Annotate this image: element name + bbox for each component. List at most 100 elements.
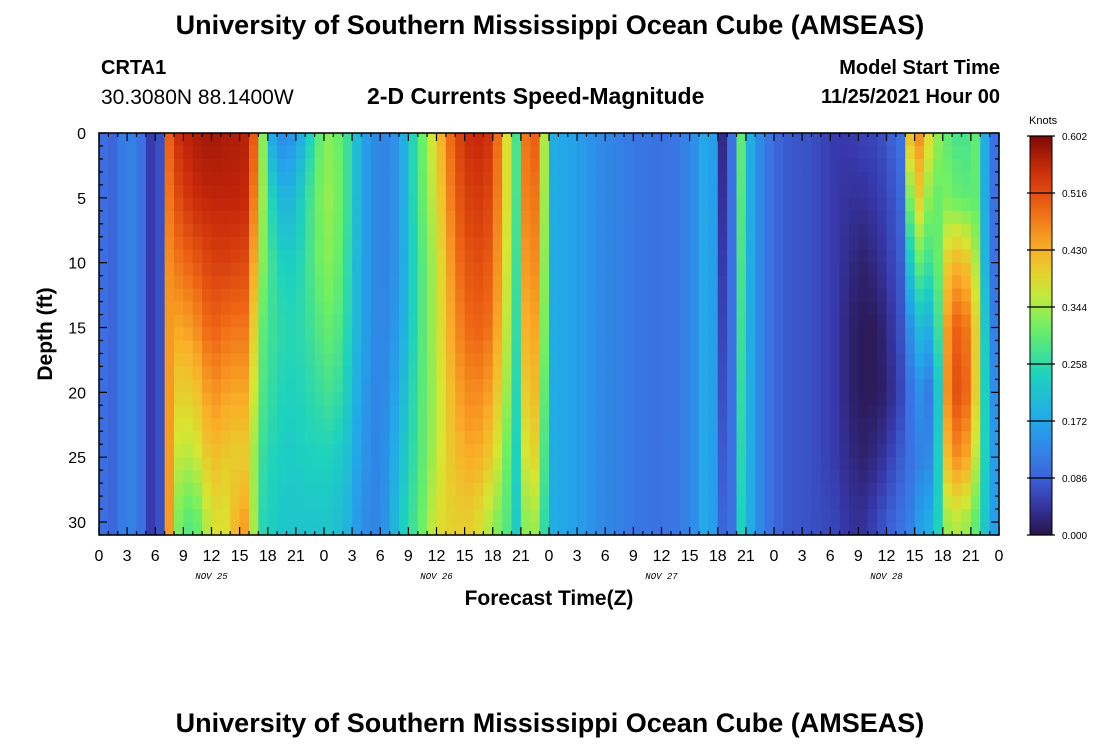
heatmap-cell — [614, 405, 625, 419]
heatmap-cell — [652, 327, 663, 342]
heatmap-cell — [886, 145, 897, 160]
heatmap-cell — [370, 236, 381, 251]
heatmap-cell — [905, 314, 916, 329]
heatmap-cell — [802, 133, 813, 147]
heatmap-cell — [970, 145, 981, 160]
heatmap-cell — [502, 379, 513, 393]
heatmap-cell — [783, 171, 794, 186]
heatmap-cell — [802, 236, 813, 251]
heatmap-cell — [99, 145, 109, 160]
heatmap-cell — [717, 275, 728, 290]
heatmap-cell — [436, 133, 447, 147]
heatmap-cell — [924, 288, 934, 303]
heatmap-cell — [839, 470, 850, 484]
heatmap-cell — [530, 470, 541, 484]
heatmap-cell — [886, 431, 897, 445]
heatmap-cell — [614, 210, 625, 225]
heatmap-cell — [633, 145, 644, 160]
heatmap-cell — [961, 366, 972, 380]
heatmap-cell — [445, 288, 456, 303]
heatmap-cell — [886, 457, 897, 471]
heatmap-cell — [652, 197, 663, 212]
heatmap-cell — [117, 405, 128, 419]
heatmap-cell — [136, 366, 147, 380]
heatmap-cell — [267, 197, 278, 212]
heatmap-cell — [727, 262, 738, 277]
heatmap-cell — [155, 171, 166, 186]
heatmap-cell — [849, 301, 859, 316]
heatmap-cell — [220, 145, 231, 160]
heatmap-cell — [961, 379, 972, 393]
heatmap-cell — [680, 353, 691, 368]
heatmap-cell — [324, 509, 334, 523]
heatmap-cell — [764, 457, 775, 471]
heatmap-cell — [305, 444, 316, 458]
heatmap-cell — [174, 314, 184, 329]
heatmap-cell — [474, 509, 484, 523]
heatmap-cell — [670, 327, 681, 342]
heatmap-cell — [567, 366, 578, 380]
heatmap-cell — [370, 379, 381, 393]
heatmap-cell — [764, 444, 775, 458]
heatmap-cell — [914, 133, 925, 147]
heatmap-cell — [586, 366, 597, 380]
heatmap-cell — [942, 340, 953, 355]
heatmap-cell — [989, 431, 1000, 445]
heatmap-cell — [239, 353, 250, 368]
heatmap-cell — [427, 184, 438, 199]
heatmap-cell — [174, 184, 184, 199]
heatmap-cell — [736, 366, 747, 380]
heatmap-cell — [989, 340, 1000, 355]
heatmap-cell — [211, 470, 222, 484]
heatmap-cell — [155, 366, 166, 380]
heatmap-cell — [970, 249, 981, 264]
heatmap-cell — [792, 366, 803, 380]
heatmap-cell — [174, 340, 184, 355]
heatmap-cell — [249, 133, 259, 147]
heatmap-cell — [792, 288, 803, 303]
heatmap-cell — [830, 392, 841, 406]
heatmap-cell — [839, 522, 850, 536]
heatmap-cell — [220, 275, 231, 290]
heatmap-cell — [895, 431, 906, 445]
heatmap-cell — [286, 210, 297, 225]
heatmap-cell — [239, 275, 250, 290]
heatmap-cell — [886, 158, 897, 173]
x-tick-label: 9 — [404, 548, 413, 565]
heatmap-cell — [980, 249, 991, 264]
heatmap-cell — [295, 275, 306, 290]
heatmap-cell — [877, 366, 888, 380]
heatmap-cell — [474, 418, 484, 432]
heatmap-cell — [474, 197, 484, 212]
heatmap-cell — [783, 314, 794, 329]
heatmap-cell — [614, 197, 625, 212]
heatmap-cell — [858, 379, 869, 393]
heatmap-cell — [539, 145, 550, 160]
heatmap-cell — [267, 431, 278, 445]
heatmap-cell — [924, 483, 934, 497]
heatmap-cell — [849, 171, 859, 186]
heatmap-cell — [867, 405, 878, 419]
heatmap-cell — [567, 314, 578, 329]
heatmap-cell — [230, 457, 241, 471]
heatmap-cell — [408, 496, 419, 510]
heatmap-cell — [811, 288, 822, 303]
heatmap-cell — [820, 509, 831, 523]
heatmap-cell — [577, 470, 588, 484]
heatmap-cell — [736, 418, 747, 432]
heatmap-cell — [108, 158, 119, 173]
heatmap-cell — [220, 405, 231, 419]
heatmap-cell — [558, 379, 569, 393]
heatmap-cell — [502, 184, 513, 199]
heatmap-cell — [295, 184, 306, 199]
heatmap-cell — [399, 483, 409, 497]
heatmap-cell — [877, 301, 888, 316]
heatmap-cell — [174, 444, 184, 458]
heatmap-cell — [558, 470, 569, 484]
heatmap-cell — [202, 470, 213, 484]
heatmap-cell — [811, 444, 822, 458]
heatmap-cell — [295, 405, 306, 419]
heatmap-cell — [595, 496, 606, 510]
heatmap-cell — [352, 366, 363, 380]
heatmap-cell — [867, 236, 878, 251]
